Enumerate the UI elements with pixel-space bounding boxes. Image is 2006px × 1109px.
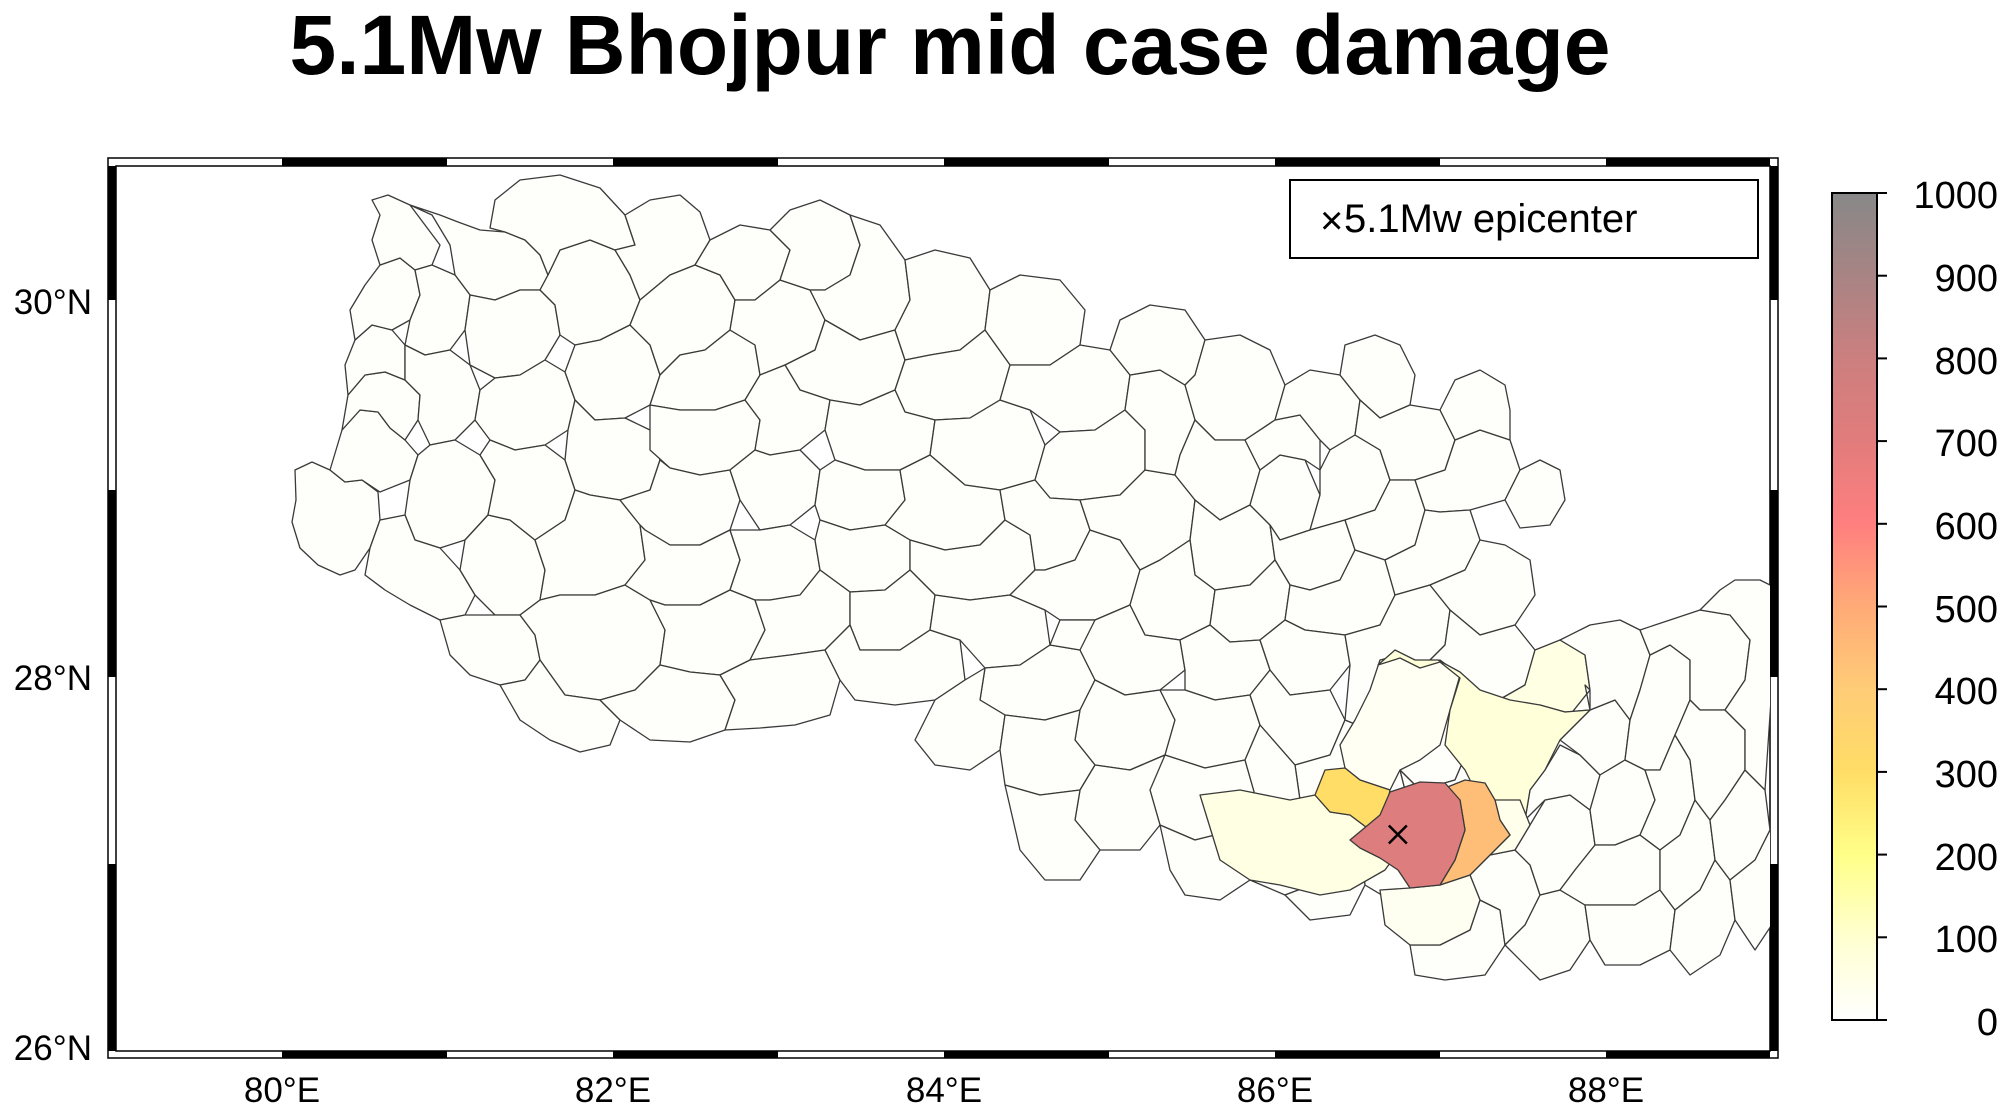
lon-tick-label: 86°E: [1237, 1071, 1313, 1109]
legend: × 5.1Mw epicenter: [1289, 179, 1759, 259]
district-region: [1159, 689, 1261, 769]
district-region: [1709, 769, 1770, 881]
district-bhojpur: [1349, 781, 1466, 889]
district-region: [1004, 784, 1101, 881]
epicenter-marker: [1387, 824, 1408, 845]
colorbar-label: 700: [1935, 423, 1998, 465]
lon-tick-label: 84°E: [906, 1071, 982, 1109]
legend-label: 5.1Mw epicenter: [1344, 197, 1637, 241]
lat-tick-label: 26°N: [14, 1029, 92, 1068]
district-region: [1049, 619, 1096, 651]
district-region: [1074, 754, 1166, 851]
legend-marker-icon: ×: [1320, 199, 1343, 243]
colorbar-label: 1000: [1913, 175, 1998, 217]
district-region: [1504, 459, 1566, 529]
district-boundaries: [291, 174, 1770, 981]
lat-tick-label: 28°N: [14, 659, 92, 698]
colorbar-gradient: [1831, 192, 1878, 1021]
colorbar-label: 600: [1935, 506, 1998, 548]
district-region: [824, 624, 966, 706]
colorbar-label: 100: [1935, 919, 1998, 961]
lon-tick-label: 80°E: [244, 1071, 320, 1109]
district-sankhuwasabha: [1377, 649, 1591, 846]
colorbar-label: 400: [1935, 671, 1998, 713]
lon-tick-label: 82°E: [575, 1071, 651, 1109]
lat-tick-label: 30°N: [14, 283, 92, 322]
lon-tick-label: 88°E: [1568, 1071, 1644, 1109]
district-region: [1699, 579, 1770, 791]
district-region: [371, 194, 441, 271]
page-title: 5.1Mw Bhojpur mid case damage: [289, 0, 1611, 92]
axis-labels: 80°E 82°E 84°E 86°E 88°E 26°N 28°N 30°N: [14, 283, 1644, 1109]
colorbar-label: 300: [1935, 754, 1998, 796]
colorbar-label: 0: [1977, 1002, 1998, 1044]
district-region: [344, 324, 406, 396]
colorbar: 1000 900 800 700 600 500 400 300 200 100…: [1831, 175, 1998, 1044]
colorbar-label: 200: [1935, 837, 1998, 879]
colorbar-label: 800: [1935, 341, 1998, 383]
colorbar-label: 900: [1935, 258, 1998, 300]
district-region: [1109, 304, 1206, 386]
colorbar-label: 500: [1935, 589, 1998, 631]
district-region: [1729, 829, 1770, 951]
district-region: [1439, 369, 1511, 441]
